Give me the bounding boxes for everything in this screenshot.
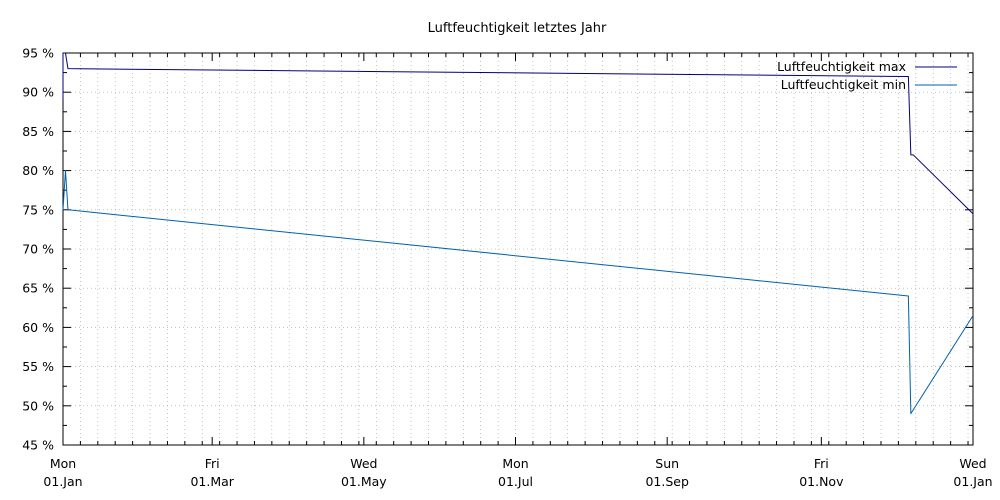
y-tick-label: 50 % <box>22 398 54 413</box>
series-layer <box>62 52 974 415</box>
legend: Luftfeuchtigkeit max Luftfeuchtigkeit mi… <box>777 59 957 92</box>
axis-ticks: 45 % 50 % 55 % 60 % 65 % 70 % 75 % 80 % 85 % 90 %… <box>22 46 992 490</box>
y-tick-label: 95 % <box>22 46 54 61</box>
x-tick-day-label: Fri <box>814 456 829 471</box>
x-tick-day-label: Mon <box>502 456 528 471</box>
x-tick-day-label: Fri <box>205 456 220 471</box>
x-tick-date-label: 01.Sep <box>645 474 689 489</box>
x-tick-date-label: 01.Jan <box>43 474 82 489</box>
y-tick-label: 75 % <box>22 202 54 217</box>
series-line-1 <box>62 170 974 415</box>
x-tick-date-label: 01.Jul <box>498 474 533 489</box>
series-line-0 <box>62 52 974 215</box>
y-tick-label: 70 % <box>22 242 54 257</box>
legend-label-max: Luftfeuchtigkeit max <box>777 59 906 74</box>
grid <box>63 53 973 445</box>
y-tick-label: 60 % <box>22 320 54 335</box>
x-tick-day-label: Sun <box>655 456 679 471</box>
y-tick-label: 80 % <box>22 163 54 178</box>
x-tick-day-label: Mon <box>50 456 76 471</box>
x-tick-date-label: 01.May <box>341 474 387 489</box>
x-tick-date-label: 01.Mar <box>190 474 234 489</box>
legend-label-min: Luftfeuchtigkeit min <box>781 77 906 92</box>
y-tick-label: 55 % <box>22 359 54 374</box>
chart-title: Luftfeuchtigkeit letztes Jahr <box>428 21 607 36</box>
y-tick-label: 90 % <box>22 85 54 100</box>
x-tick-date-label: 01.Jan <box>953 474 992 489</box>
y-tick-label: 65 % <box>22 281 54 296</box>
x-tick-day-label: Wed <box>959 456 986 471</box>
y-tick-label: 45 % <box>22 438 54 453</box>
x-tick-date-label: 01.Nov <box>799 474 844 489</box>
y-tick-label: 85 % <box>22 124 54 139</box>
x-tick-day-label: Wed <box>350 456 377 471</box>
